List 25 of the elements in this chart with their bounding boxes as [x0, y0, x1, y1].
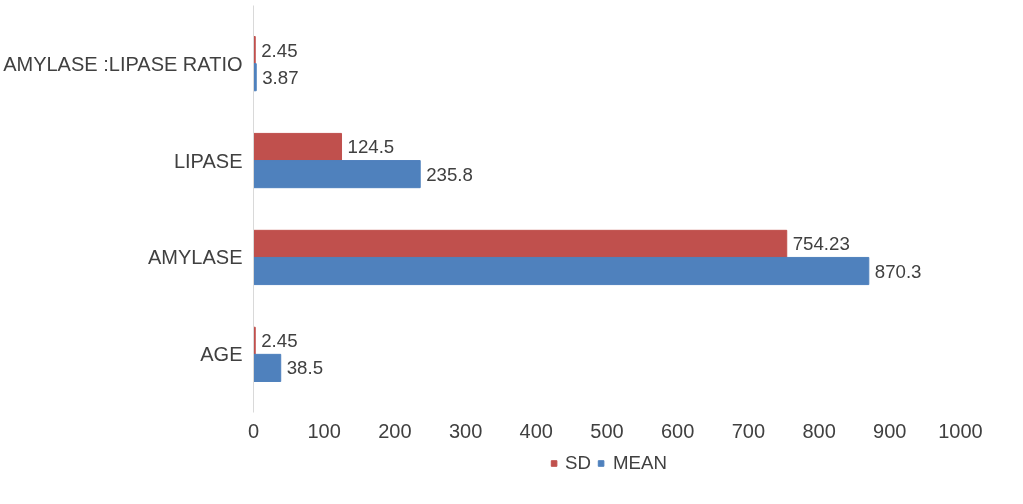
x-tick-label: 600 — [661, 419, 695, 442]
y-tick-label: AGE — [200, 343, 243, 366]
x-tick-label: 700 — [731, 419, 766, 442]
x-tick-label: 800 — [802, 419, 836, 442]
y-tick-label: AMYLASE — [148, 246, 243, 269]
legend-label: MEAN — [613, 451, 667, 474]
data-label: 3.87 — [262, 66, 299, 88]
x-tick-label: 400 — [519, 419, 553, 442]
data-label: 2.45 — [261, 39, 298, 61]
data-label: 124.5 — [347, 136, 395, 158]
x-tick-label: 1000 — [938, 419, 983, 442]
data-label: 38.5 — [286, 357, 324, 379]
x-tick-label: 500 — [590, 419, 624, 442]
data-label: 235.8 — [426, 163, 473, 185]
x-tick-label: 200 — [378, 419, 412, 442]
x-tick-label: 900 — [873, 419, 907, 442]
y-tick-label: LIPASE — [173, 149, 243, 172]
legend-label: SD — [565, 451, 592, 474]
x-tick-label: 100 — [307, 419, 341, 442]
data-label: 754.23 — [792, 233, 850, 255]
data-label: 870.3 — [874, 260, 922, 282]
y-tick-label: AMYLASE :LIPASE RATIO — [3, 52, 243, 75]
data-label: 2.45 — [261, 330, 298, 352]
x-tick-label: 300 — [448, 419, 483, 442]
x-tick-label: 0 — [247, 419, 260, 442]
